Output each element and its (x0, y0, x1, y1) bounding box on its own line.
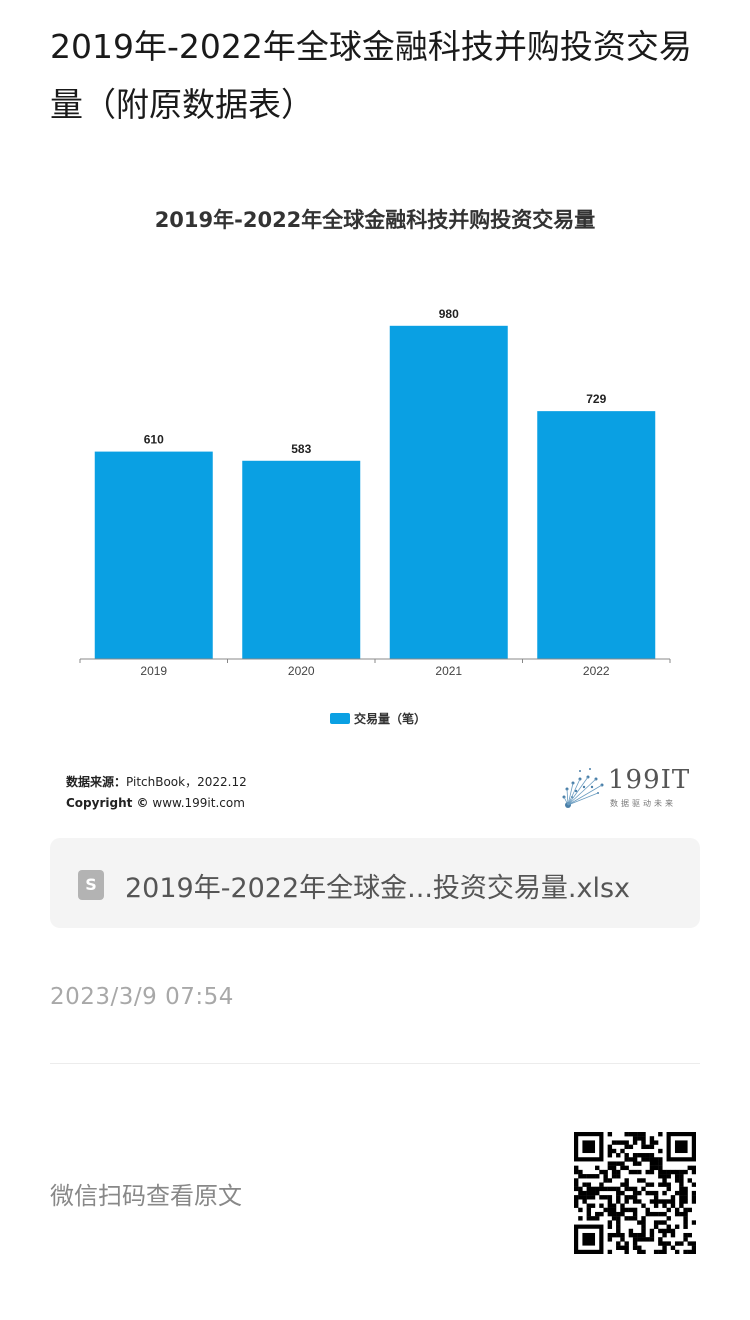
x-tick-label-2020: 2020 (288, 664, 315, 678)
divider (50, 1063, 700, 1064)
article-title: 2019年-2022年全球金融科技并购投资交易量（附原数据表） (50, 27, 692, 124)
x-tick-label-2022: 2022 (583, 664, 610, 678)
legend-swatch (330, 713, 350, 724)
source-label: 数据来源： (66, 775, 127, 789)
data-label-2019: 610 (144, 433, 164, 447)
chart-image: 2019年-2022年全球金融科技并购投资交易量 610 2019 583 2020 9… (50, 180, 700, 820)
source-value: PitchBook，2022.12 (126, 775, 247, 789)
chart-title: 2019年-2022年全球金融科技并购投资交易量 (154, 208, 596, 232)
bar-2022 (537, 411, 656, 659)
copyright-label: Copyright © (66, 796, 149, 810)
bar-2021 (389, 325, 508, 659)
qr-code-icon[interactable] (574, 1132, 696, 1254)
attachment-card[interactable]: S 2019年-2022年全球金...投资交易量.xlsx (50, 838, 700, 928)
source-block: 数据来源：PitchBook，2022.12 Copyright © www.1… (66, 772, 247, 814)
bar-2020 (242, 460, 361, 659)
spreadsheet-file-icon: S (78, 870, 104, 900)
brand-tagline: 数据驱动未来 (610, 799, 676, 808)
publish-timestamp: 2023/3/9 07:54 (50, 984, 234, 1010)
x-tick-label-2021: 2021 (435, 664, 462, 678)
x-tick-label-2019: 2019 (140, 664, 167, 678)
brand-name: 199IT (608, 765, 691, 795)
copyright-value: www.199it.com (152, 796, 245, 810)
brand-logo: 199IT 数据驱动未来 (558, 765, 698, 813)
data-label-2022: 729 (586, 392, 606, 406)
legend-label: 交易量（笔） (354, 711, 426, 726)
scan-label: 微信扫码查看原文 (50, 1182, 242, 1210)
dandelion-logo-icon (562, 768, 604, 808)
attachment-file-name[interactable]: 2019年-2022年全球金...投资交易量.xlsx (125, 873, 631, 904)
data-label-2020: 583 (291, 442, 311, 456)
bar-chart: 610 2019 583 2020 980 2021 729 2022 交易量（笔） (79, 307, 671, 726)
bar-2019 (94, 451, 213, 659)
data-label-2021: 980 (439, 307, 459, 321)
